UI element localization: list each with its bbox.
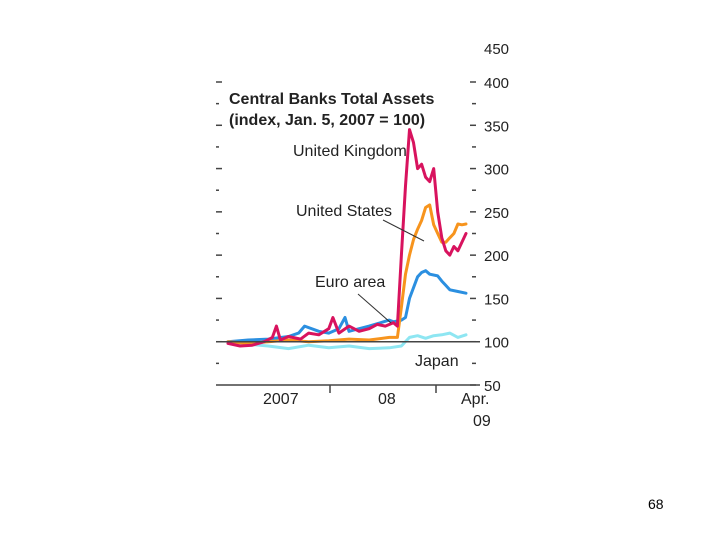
annotation-japan: Japan <box>415 353 459 370</box>
chart-title: Central Banks Total Assets <box>229 91 435 108</box>
y-tick-label-200: 200 <box>484 248 509 265</box>
series-line-japan <box>226 331 468 351</box>
page-number: 68 <box>648 496 664 512</box>
y-tick-label-100: 100 <box>484 335 509 352</box>
right-tick-marks <box>470 81 476 386</box>
y-tick-label-300: 300 <box>484 162 509 179</box>
partial-top-label: 450 <box>484 41 509 58</box>
leader-euro-area <box>357 293 392 324</box>
leader-united-states <box>382 219 425 242</box>
x-label-apr: Apr. <box>461 391 489 408</box>
y-axis-labels: 50 100 150 200 250 300 350 400 <box>484 75 509 395</box>
x-label-08: 08 <box>378 391 396 408</box>
y-tick-label-50: 50 <box>484 378 501 395</box>
x-label-2007: 2007 <box>263 391 299 408</box>
y-tick-label-250: 250 <box>484 205 509 222</box>
y-tick-label-350: 350 <box>484 118 509 135</box>
annotation-united-states: United States <box>296 203 392 220</box>
x-label-09: 09 <box>473 413 491 430</box>
annotation-united-kingdom: United Kingdom <box>293 143 407 160</box>
partial-top-label-clip: 450 <box>484 41 509 58</box>
series-line-united-kingdom <box>226 128 468 348</box>
annotation-euro-area: Euro area <box>315 274 385 291</box>
series-lines <box>226 128 468 351</box>
chart-subtitle: (index, Jan. 5, 2007 = 100) <box>229 112 425 129</box>
y-tick-label-400: 400 <box>484 75 509 92</box>
left-tick-marks <box>216 81 222 365</box>
y-tick-label-150: 150 <box>484 291 509 308</box>
